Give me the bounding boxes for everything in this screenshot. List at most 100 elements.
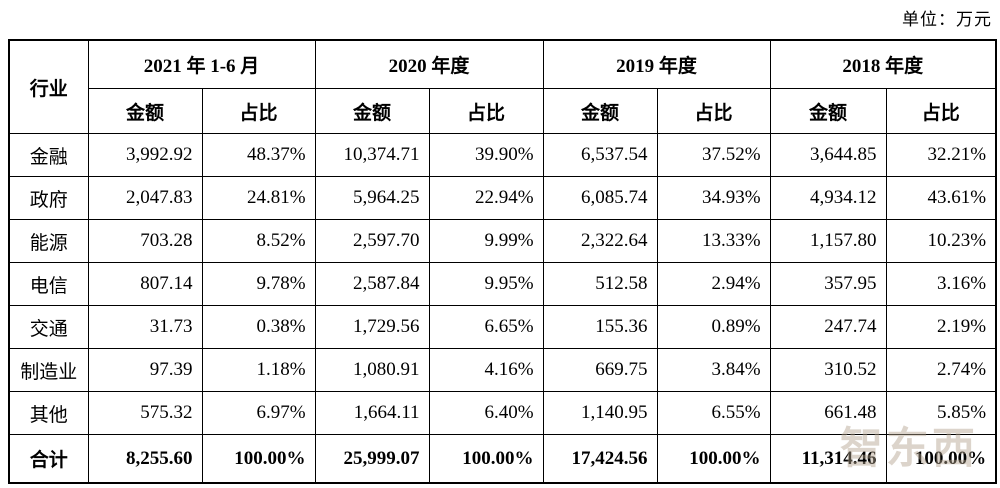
header-period-2018: 2018 年度 <box>769 39 997 89</box>
cell-value: 100.00% <box>201 434 316 484</box>
header-share: 占比 <box>885 88 997 134</box>
cell-value: 6.65% <box>428 305 544 349</box>
cell-value: 10,374.71 <box>314 133 430 177</box>
table-row: 其他 575.32 6.97% 1,664.11 6.40% 1,140.95 … <box>8 391 997 435</box>
cell-value: 512.58 <box>542 262 658 306</box>
cell-value: 2,597.70 <box>314 219 430 263</box>
cell-value: 17,424.56 <box>542 434 658 484</box>
cell-value: 3,992.92 <box>87 133 203 177</box>
cell-value: 4.16% <box>428 348 544 392</box>
cell-value: 31.73 <box>87 305 203 349</box>
cell-value: 6.55% <box>656 391 771 435</box>
cell-value: 2,047.83 <box>87 176 203 220</box>
header-period-2019: 2019 年度 <box>542 39 771 89</box>
cell-value: 11,314.46 <box>769 434 887 484</box>
cell-value: 100.00% <box>885 434 997 484</box>
header-sub-row: 金额 占比 金额 占比 金额 占比 金额 占比 <box>9 88 997 134</box>
row-label: 制造业 <box>8 348 89 392</box>
cell-value: 807.14 <box>87 262 203 306</box>
header-share: 占比 <box>428 88 544 134</box>
cell-value: 661.48 <box>769 391 887 435</box>
cell-value: 0.89% <box>656 305 771 349</box>
cell-value: 9.99% <box>428 219 544 263</box>
row-label: 政府 <box>8 176 89 220</box>
row-label: 电信 <box>8 262 89 306</box>
cell-value: 8.52% <box>201 219 316 263</box>
cell-value: 6,537.54 <box>542 133 658 177</box>
row-label: 能源 <box>8 219 89 263</box>
header-period-2020: 2020 年度 <box>314 39 544 89</box>
cell-value: 39.90% <box>428 133 544 177</box>
cell-value: 357.95 <box>769 262 887 306</box>
cell-value: 6.97% <box>201 391 316 435</box>
cell-value: 32.21% <box>885 133 997 177</box>
table-row: 金融 3,992.92 48.37% 10,374.71 39.90% 6,53… <box>8 133 997 177</box>
cell-value: 1,664.11 <box>314 391 430 435</box>
cell-value: 13.33% <box>656 219 771 263</box>
header-amount: 金额 <box>314 88 430 134</box>
cell-value: 48.37% <box>201 133 316 177</box>
cell-value: 1,729.56 <box>314 305 430 349</box>
cell-value: 9.95% <box>428 262 544 306</box>
row-label: 金融 <box>8 133 89 177</box>
cell-value: 3.16% <box>885 262 997 306</box>
cell-value: 43.61% <box>885 176 997 220</box>
cell-value: 1,157.80 <box>769 219 887 263</box>
cell-value: 2,587.84 <box>314 262 430 306</box>
header-amount: 金额 <box>87 88 203 134</box>
industry-revenue-table: 行业 2021 年 1-6 月 2020 年度 2019 年度 2018 年度 … <box>8 39 998 484</box>
cell-value: 575.32 <box>87 391 203 435</box>
cell-value: 310.52 <box>769 348 887 392</box>
header-period-row: 行业 2021 年 1-6 月 2020 年度 2019 年度 2018 年度 <box>8 39 997 134</box>
cell-value: 34.93% <box>656 176 771 220</box>
cell-value: 100.00% <box>428 434 544 484</box>
cell-value: 8,255.60 <box>87 434 203 484</box>
cell-value: 4,934.12 <box>769 176 887 220</box>
row-label: 交通 <box>8 305 89 349</box>
unit-label: 单位：万元 <box>902 10 992 29</box>
cell-value: 10.23% <box>885 219 997 263</box>
cell-value: 247.74 <box>769 305 887 349</box>
cell-value: 6,085.74 <box>542 176 658 220</box>
header-industry: 行业 <box>8 39 89 134</box>
cell-value: 2.19% <box>885 305 997 349</box>
row-label-total: 合计 <box>8 434 89 484</box>
header-share: 占比 <box>201 88 316 134</box>
table-row: 电信 807.14 9.78% 2,587.84 9.95% 512.58 2.… <box>8 262 997 306</box>
cell-value: 2.94% <box>656 262 771 306</box>
total-row: 合计 8,255.60 100.00% 25,999.07 100.00% 17… <box>8 434 997 484</box>
table-row: 交通 31.73 0.38% 1,729.56 6.65% 155.36 0.8… <box>8 305 997 349</box>
header-amount: 金额 <box>542 88 658 134</box>
cell-value: 2.74% <box>885 348 997 392</box>
cell-value: 3,644.85 <box>769 133 887 177</box>
table-row: 政府 2,047.83 24.81% 5,964.25 22.94% 6,085… <box>8 176 997 220</box>
cell-value: 5,964.25 <box>314 176 430 220</box>
header-period-2021: 2021 年 1-6 月 <box>87 39 316 89</box>
table-header: 行业 2021 年 1-6 月 2020 年度 2019 年度 2018 年度 … <box>8 39 997 134</box>
table-body: 金融 3,992.92 48.37% 10,374.71 39.90% 6,53… <box>8 133 997 435</box>
cell-value: 24.81% <box>201 176 316 220</box>
table-row: 能源 703.28 8.52% 2,597.70 9.99% 2,322.64 … <box>8 219 997 263</box>
cell-value: 703.28 <box>87 219 203 263</box>
cell-value: 0.38% <box>201 305 316 349</box>
cell-value: 9.78% <box>201 262 316 306</box>
cell-value: 2,322.64 <box>542 219 658 263</box>
cell-value: 5.85% <box>885 391 997 435</box>
cell-value: 25,999.07 <box>314 434 430 484</box>
cell-value: 6.40% <box>428 391 544 435</box>
header-amount: 金额 <box>769 88 887 134</box>
header-share: 占比 <box>656 88 771 134</box>
cell-value: 100.00% <box>656 434 771 484</box>
cell-value: 1.18% <box>201 348 316 392</box>
cell-value: 37.52% <box>656 133 771 177</box>
cell-value: 3.84% <box>656 348 771 392</box>
cell-value: 97.39 <box>87 348 203 392</box>
cell-value: 1,140.95 <box>542 391 658 435</box>
row-label: 其他 <box>8 391 89 435</box>
cell-value: 22.94% <box>428 176 544 220</box>
cell-value: 669.75 <box>542 348 658 392</box>
cell-value: 1,080.91 <box>314 348 430 392</box>
cell-value: 155.36 <box>542 305 658 349</box>
table-row: 制造业 97.39 1.18% 1,080.91 4.16% 669.75 3.… <box>8 348 997 392</box>
